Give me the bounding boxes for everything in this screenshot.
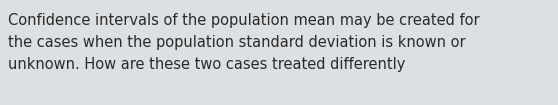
Text: Confidence intervals of the population mean may be created for
the cases when th: Confidence intervals of the population m… (8, 13, 479, 72)
